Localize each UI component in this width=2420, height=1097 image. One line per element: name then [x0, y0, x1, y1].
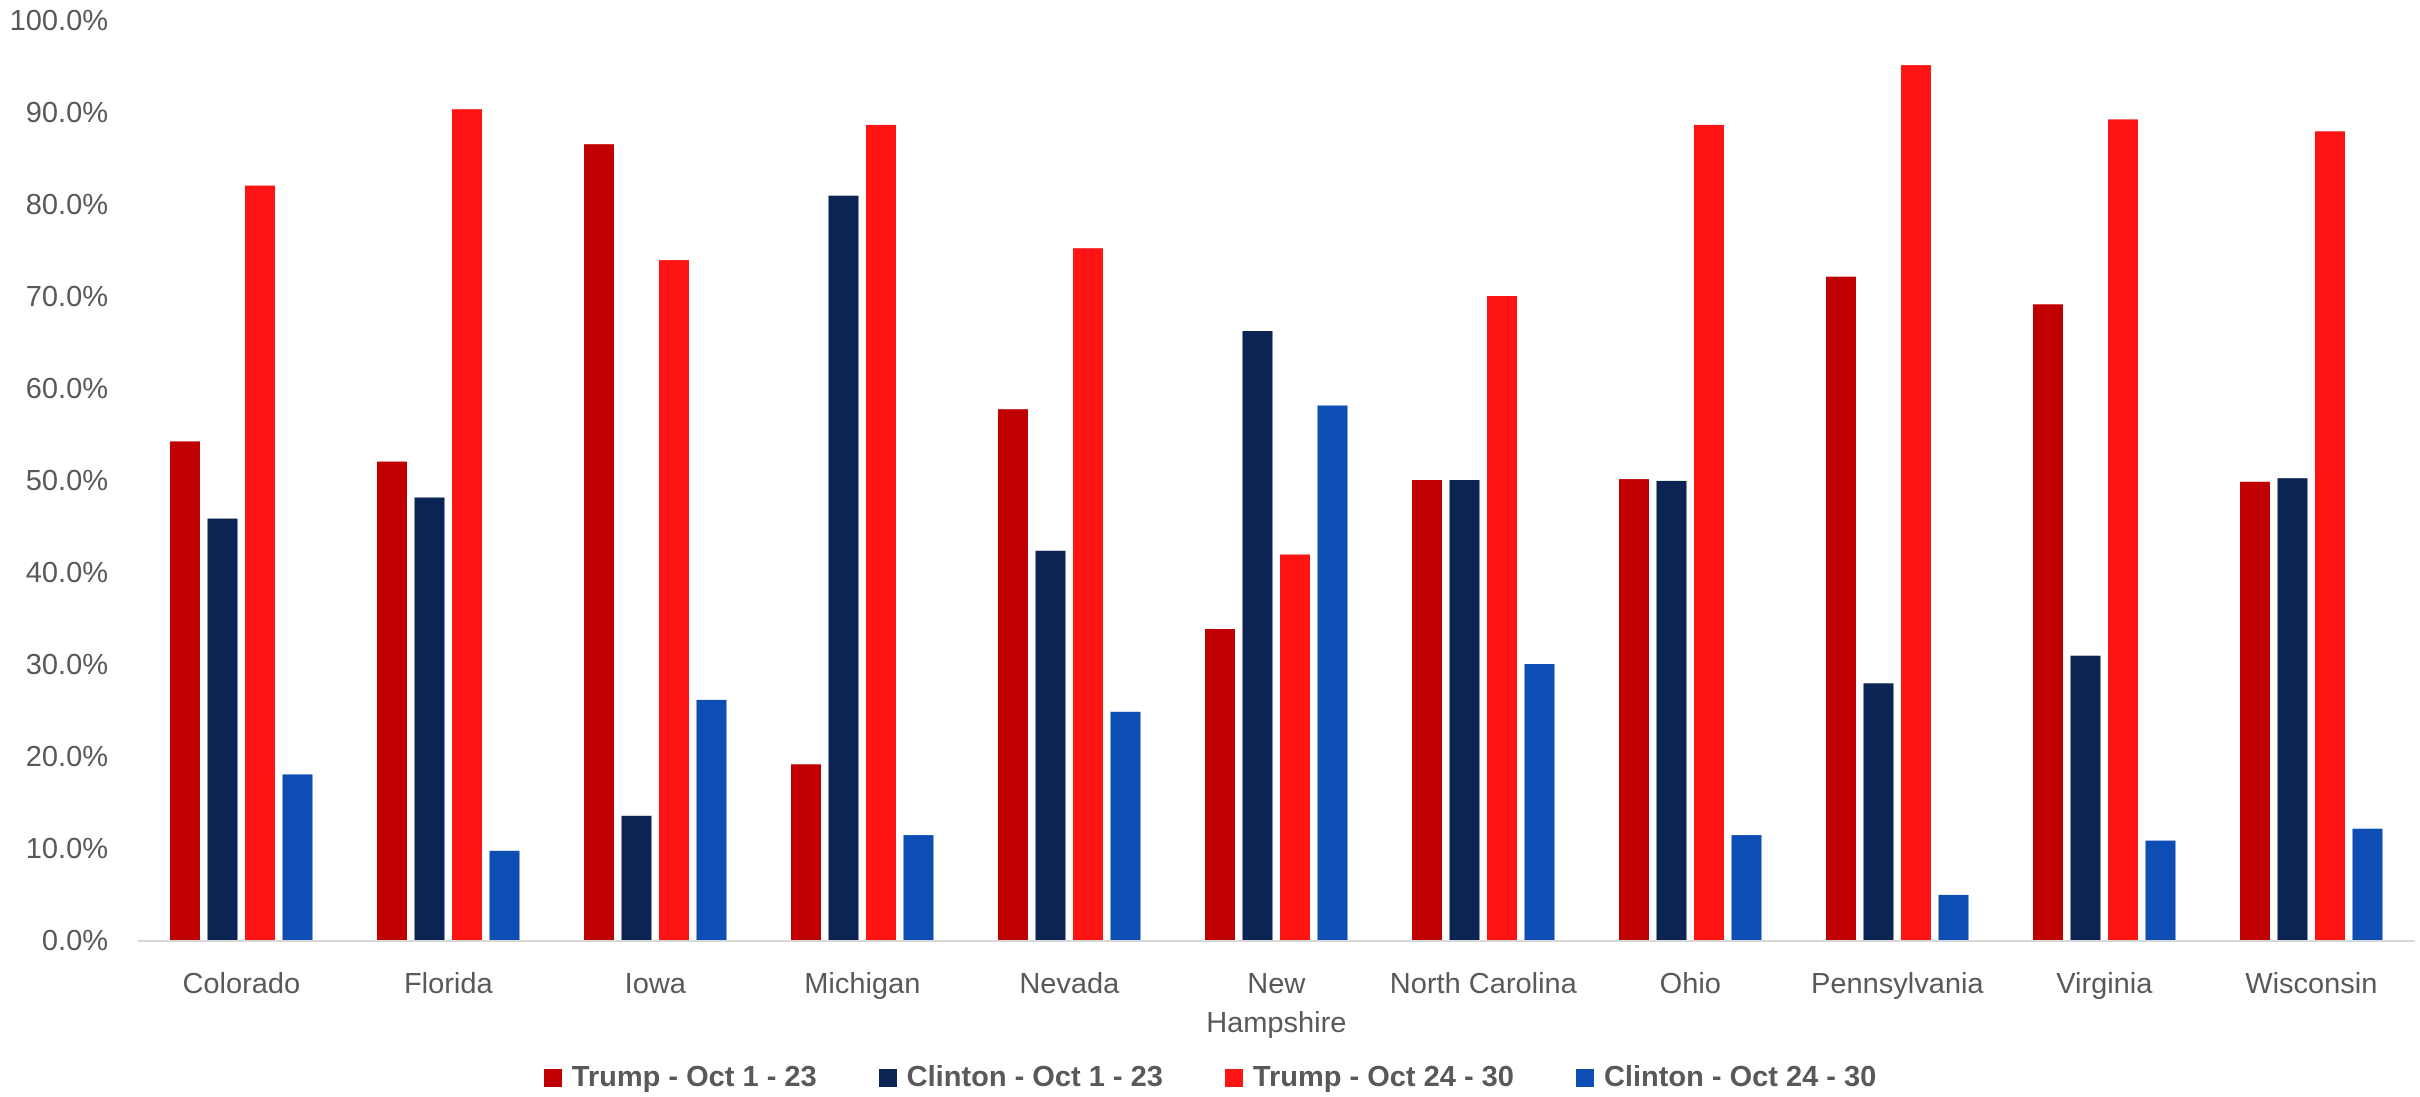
chart-legend: Trump - Oct 1 - 23 Clinton - Oct 1 - 23 Tr… — [0, 1061, 2420, 1094]
y-tick-label: 70.0% — [26, 281, 108, 313]
bar — [1205, 629, 1235, 940]
bar — [1694, 124, 1724, 940]
x-tick-label: North Carolina — [1390, 968, 1578, 1000]
x-tick-label: Nevada — [1019, 968, 1120, 1000]
bar — [1656, 480, 1687, 940]
legend-label: Clinton - Oct 24 - 30 — [1603, 1061, 1877, 1093]
bar — [1901, 65, 1931, 941]
bar — [2277, 478, 2308, 940]
legend-swatch — [1575, 1068, 1594, 1087]
bar — [1110, 711, 1141, 940]
y-tick-label: 20.0% — [26, 741, 108, 773]
x-tick-label: Virginia — [2056, 968, 2153, 1000]
bar — [207, 518, 238, 940]
bar — [903, 835, 934, 940]
bar — [245, 185, 275, 941]
y-tick-label: 60.0% — [26, 373, 108, 405]
x-tick-label: Florida — [404, 968, 494, 1000]
x-tick-label: Michigan — [804, 968, 920, 1000]
x-axis-labels: Colorado Florida Iowa Michigan Nevada New Hamp… — [182, 968, 2377, 1039]
bar — [1487, 296, 1517, 940]
bar — [2033, 304, 2063, 940]
legend-label: Clinton - Oct 1 - 23 — [906, 1061, 1163, 1093]
bar — [170, 441, 200, 940]
bar — [282, 774, 313, 940]
y-tick-label: 0.0% — [42, 925, 108, 957]
x-tick-label: Colorado — [182, 968, 300, 1000]
x-tick-label: Pennsylvania — [1811, 968, 1984, 1000]
legend-swatch — [1224, 1068, 1243, 1087]
y-axis-ticks: 0.0% 10.0% 20.0% 30.0% 40.0% 50.0% 60.0% 70.0% 8… — [10, 5, 108, 957]
legend-item: Clinton - Oct 1 - 23 — [878, 1061, 1163, 1094]
bar — [2070, 655, 2101, 940]
y-tick-label: 100.0% — [10, 5, 108, 37]
legend-label: Trump - Oct 24 - 30 — [1252, 1061, 1514, 1093]
bars — [170, 65, 2383, 941]
x-tick-label: Wisconsin — [2245, 968, 2377, 1000]
bar — [1938, 894, 1969, 940]
bar — [2352, 828, 2383, 940]
bar — [998, 409, 1028, 940]
bar — [2145, 840, 2176, 940]
bar — [2240, 481, 2270, 940]
bar — [696, 699, 727, 940]
y-tick-label: 10.0% — [26, 833, 108, 865]
x-tick-label: Iowa — [625, 968, 687, 1000]
legend-item: Trump - Oct 1 - 23 — [543, 1061, 817, 1094]
legend-label: Trump - Oct 1 - 23 — [571, 1061, 817, 1093]
bar — [489, 850, 520, 940]
bar — [584, 144, 614, 940]
legend-swatch — [543, 1068, 562, 1087]
bar — [1863, 683, 1894, 940]
bar — [1826, 276, 1856, 940]
bar — [1619, 479, 1649, 940]
bar — [1449, 480, 1480, 940]
y-tick-label: 30.0% — [26, 649, 108, 681]
y-tick-label: 80.0% — [26, 189, 108, 221]
bar — [1073, 248, 1103, 940]
legend-swatch — [878, 1068, 897, 1087]
bar — [659, 260, 689, 941]
bar — [1317, 405, 1348, 940]
y-tick-label: 90.0% — [26, 97, 108, 129]
bar — [1242, 331, 1273, 940]
bar — [791, 764, 821, 940]
bar — [2108, 119, 2138, 940]
y-tick-label: 50.0% — [26, 465, 108, 497]
bar — [866, 124, 896, 940]
bar — [414, 497, 445, 940]
bar — [828, 195, 859, 940]
bar — [377, 461, 407, 940]
bar — [2315, 131, 2345, 941]
bar — [1731, 835, 1762, 940]
bar — [1524, 664, 1555, 940]
y-tick-label: 40.0% — [26, 557, 108, 589]
bar — [1412, 480, 1442, 940]
bar — [1035, 550, 1066, 940]
legend-item: Trump - Oct 24 - 30 — [1224, 1061, 1514, 1094]
x-tick-label: Ohio — [1660, 968, 1721, 1000]
legend-item: Clinton - Oct 24 - 30 — [1575, 1061, 1877, 1094]
x-tick-label: New Hampshire — [1206, 968, 1346, 1039]
bar — [1280, 554, 1310, 940]
bar — [452, 109, 482, 940]
bar — [621, 815, 652, 940]
